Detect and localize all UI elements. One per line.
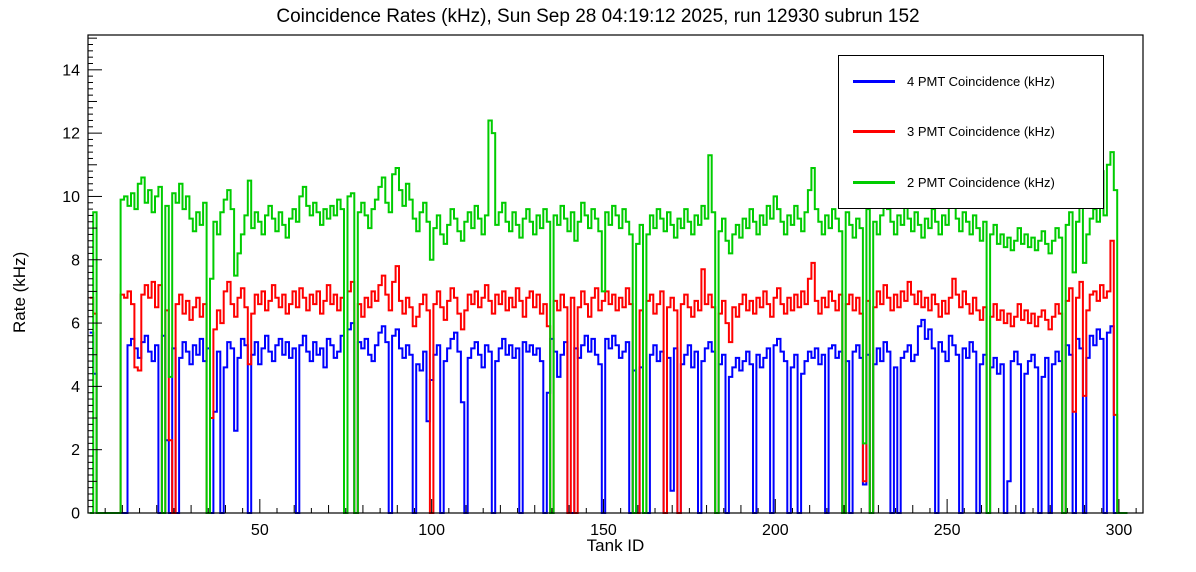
x-axis-label: Tank ID xyxy=(586,536,645,555)
legend-item-4pmt: 4 PMT Coincidence (kHz) xyxy=(839,74,1103,89)
legend-line-swatch-2pmt xyxy=(853,181,895,185)
svg-text:10: 10 xyxy=(62,189,80,206)
legend-item-2pmt: 2 PMT Coincidence (kHz) xyxy=(839,175,1103,190)
series-line-1 xyxy=(89,239,1128,514)
svg-text:200: 200 xyxy=(762,522,789,539)
svg-text:50: 50 xyxy=(251,522,269,539)
svg-text:300: 300 xyxy=(1106,522,1133,539)
chart-title: Coincidence Rates (kHz), Sun Sep 28 04:1… xyxy=(276,6,920,27)
svg-text:150: 150 xyxy=(590,522,617,539)
legend-label-2pmt: 2 PMT Coincidence (kHz) xyxy=(907,175,1055,191)
svg-text:0: 0 xyxy=(71,506,80,523)
legend-label-3pmt: 3 PMT Coincidence (kHz) xyxy=(907,124,1055,140)
svg-text:6: 6 xyxy=(71,316,80,333)
svg-text:100: 100 xyxy=(418,522,445,539)
svg-text:250: 250 xyxy=(934,522,961,539)
svg-text:12: 12 xyxy=(62,126,80,143)
svg-text:2: 2 xyxy=(71,442,80,459)
y-axis-label: Rate (kHz) xyxy=(10,251,29,333)
legend: 4 PMT Coincidence (kHz) 3 PMT Coincidenc… xyxy=(838,55,1104,209)
legend-item-3pmt: 3 PMT Coincidence (kHz) xyxy=(839,124,1103,139)
svg-text:14: 14 xyxy=(62,62,80,79)
legend-line-swatch-3pmt xyxy=(853,130,895,134)
legend-label-4pmt: 4 PMT Coincidence (kHz) xyxy=(907,73,1055,89)
series-line-0 xyxy=(89,318,1128,514)
svg-text:8: 8 xyxy=(71,252,80,269)
svg-text:4: 4 xyxy=(71,379,80,396)
legend-line-swatch-4pmt xyxy=(853,79,895,83)
